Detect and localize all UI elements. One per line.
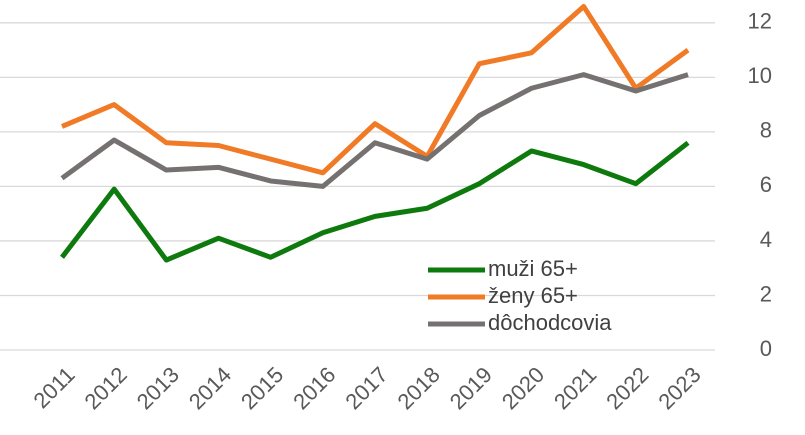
x-tick-label: 2021 — [549, 362, 601, 414]
legend-label: muži 65+ — [488, 256, 578, 281]
x-tick-label: 2016 — [288, 362, 340, 414]
x-tick-label: 2013 — [132, 362, 184, 414]
x-tick-label: 2014 — [184, 362, 236, 414]
y-tick-label: 4 — [760, 227, 772, 252]
legend-label: dôchodcovia — [488, 310, 612, 335]
series-line — [61, 3, 690, 176]
legend-label: ženy 65+ — [488, 283, 578, 308]
x-tick-label: 2020 — [497, 362, 549, 414]
series-line — [60, 72, 689, 189]
x-tick-label: 2018 — [393, 362, 445, 414]
y-tick-label: 12 — [748, 9, 772, 34]
x-tick-label: 2011 — [29, 362, 80, 413]
y-tick-label: 8 — [760, 118, 772, 143]
x-tick-label: 2019 — [445, 362, 497, 414]
x-tick-label: 2012 — [80, 362, 132, 414]
x-tick-label: 2015 — [236, 362, 288, 414]
y-tick-label: 2 — [760, 281, 772, 306]
y-tick-label: 6 — [760, 172, 772, 197]
x-tick-label: 2022 — [601, 362, 653, 414]
series-line — [60, 140, 690, 263]
y-tick-label: 10 — [748, 63, 772, 88]
x-tick-label: 2023 — [653, 362, 705, 414]
x-tick-label: 2017 — [340, 362, 392, 414]
y-tick-label: 0 — [760, 336, 772, 361]
